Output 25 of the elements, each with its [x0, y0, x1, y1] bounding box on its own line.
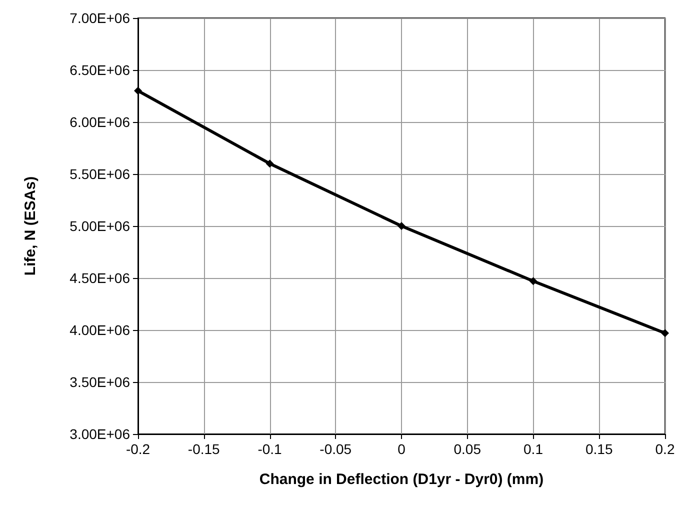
point [398, 222, 406, 230]
x-tick-label: 0.1 [524, 441, 544, 457]
y-tick-label: 4.00E+06 [70, 322, 130, 338]
x-tick-label: -0.1 [258, 441, 282, 457]
x-tick-label: -0.05 [320, 441, 352, 457]
point [529, 277, 538, 286]
y-tick-label: 7.00E+06 [70, 10, 130, 26]
point [266, 160, 274, 168]
point [134, 86, 142, 95]
y-tick-label: 3.50E+06 [70, 374, 130, 390]
x-tick-label: -0.15 [188, 441, 220, 457]
y-tick-label: 3.00E+06 [70, 426, 130, 442]
y-tick-label: 5.50E+06 [70, 166, 130, 182]
x-tick-label: 0.2 [655, 441, 675, 457]
x-axis-title: Change in Deflection (D1yr - Dyr0) (mm) [259, 471, 544, 488]
x-tick-label: 0.15 [586, 441, 613, 457]
point [661, 329, 669, 338]
x-tick-label: 0.05 [454, 441, 482, 457]
y-tick-label: 6.50E+06 [70, 62, 130, 78]
x-tick-label: -0.2 [126, 441, 150, 457]
x-tick-label: 0 [398, 441, 406, 457]
y-tick-label: 6.00E+06 [70, 114, 130, 130]
y-tick-label: 4.50E+06 [70, 270, 130, 286]
y-axis-title: Life, N (ESAs) [22, 176, 39, 276]
y-tick-label: 5.00E+06 [70, 218, 130, 234]
